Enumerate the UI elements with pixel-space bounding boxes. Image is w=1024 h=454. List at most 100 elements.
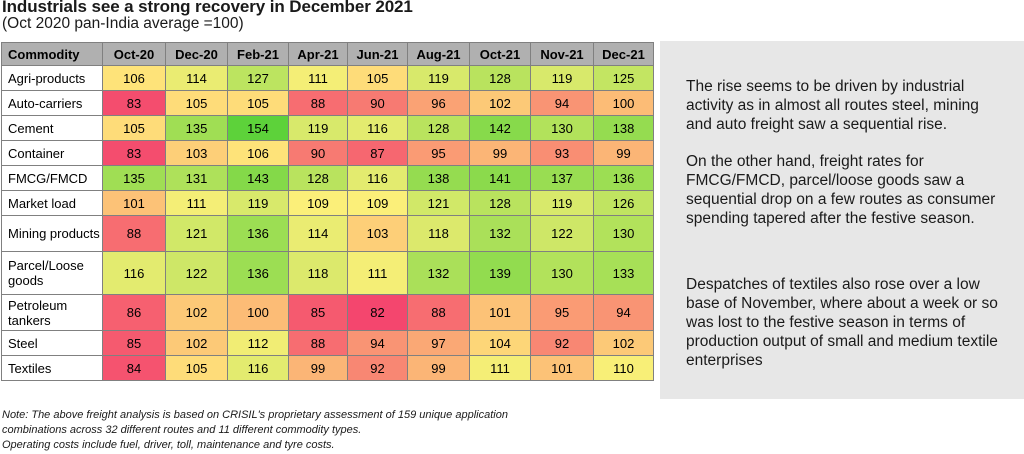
heatmap-cell: 85 <box>288 294 348 331</box>
row-label: Auto-carriers <box>1 90 103 116</box>
heatmap-cell: 104 <box>469 330 531 356</box>
column-header: Feb-21 <box>227 42 289 66</box>
heatmap-cell: 106 <box>227 140 289 166</box>
heatmap-cell: 130 <box>530 251 594 295</box>
heatmap-cell: 100 <box>227 294 289 331</box>
heatmap-cell: 119 <box>407 65 470 91</box>
commentary-paragraph: The rise seems to be driven by industria… <box>686 78 979 133</box>
heatmap-cell: 138 <box>407 165 470 191</box>
row-label: Steel <box>1 330 103 356</box>
heatmap-cell: 90 <box>288 140 348 166</box>
heatmap-cell: 119 <box>530 190 594 216</box>
row-label: Parcel/Loose goods <box>1 251 103 295</box>
heatmap-cell: 122 <box>530 215 594 252</box>
heatmap-cell: 85 <box>102 330 166 356</box>
heatmap-cell: 101 <box>530 355 594 381</box>
table-row: Market load 101 111 119 109 109 121 128 119 126 <box>1 190 654 216</box>
heatmap-cell: 87 <box>347 140 408 166</box>
column-header: Oct-20 <box>102 42 166 66</box>
column-header: Dec-20 <box>165 42 228 66</box>
heatmap-cell: 110 <box>593 355 654 381</box>
heatmap-cell: 121 <box>407 190 470 216</box>
heatmap-cell: 132 <box>469 215 531 252</box>
heatmap-cell: 116 <box>347 115 408 141</box>
heatmap-cell: 122 <box>165 251 228 295</box>
heatmap-cell: 94 <box>530 90 594 116</box>
heatmap-cell: 102 <box>469 90 531 116</box>
heatmap-cell: 88 <box>288 330 348 356</box>
heatmap-cell: 116 <box>227 355 289 381</box>
heatmap-cell: 111 <box>165 190 228 216</box>
heatmap-cell: 119 <box>530 65 594 91</box>
heatmap-body: Agri-products 106 114 127 111 105 119 128 119 125… <box>1 65 654 381</box>
heatmap-cell: 101 <box>469 294 531 331</box>
heatmap-cell: 137 <box>530 165 594 191</box>
column-header: Nov-21 <box>530 42 594 66</box>
heatmap-cell: 88 <box>407 294 470 331</box>
header-row: Commodity Oct-20 Dec-20 Feb-21 Apr-21 Ju… <box>1 42 654 66</box>
heatmap-cell: 93 <box>530 140 594 166</box>
heatmap-cell: 111 <box>469 355 531 381</box>
heatmap-cell: 119 <box>288 115 348 141</box>
heatmap-cell: 128 <box>469 65 531 91</box>
table-row: Textiles 84 105 116 99 92 99 111 101 110 <box>1 355 654 381</box>
heatmap-cell: 102 <box>165 330 228 356</box>
heatmap-cell: 99 <box>469 140 531 166</box>
heatmap-cell: 126 <box>593 190 654 216</box>
heatmap-cell: 97 <box>407 330 470 356</box>
heatmap-cell: 105 <box>165 355 228 381</box>
row-label: Agri-products <box>1 65 103 91</box>
column-header: Aug-21 <box>407 42 470 66</box>
heatmap-cell: 102 <box>593 330 654 356</box>
heatmap-cell: 114 <box>165 65 228 91</box>
heatmap-cell: 136 <box>593 165 654 191</box>
heatmap-cell: 102 <box>165 294 228 331</box>
heatmap-cell: 92 <box>530 330 594 356</box>
column-header: Jun-21 <box>347 42 408 66</box>
heatmap-cell: 136 <box>227 251 289 295</box>
heatmap-cell: 95 <box>530 294 594 331</box>
heatmap-cell: 103 <box>347 215 408 252</box>
heatmap-cell: 94 <box>593 294 654 331</box>
heatmap-cell: 100 <box>593 90 654 116</box>
commentary-paragraph: On the other hand, freight rates for FMC… <box>686 153 996 227</box>
heatmap-cell: 111 <box>347 251 408 295</box>
footnote: Note: The above freight analysis is base… <box>2 408 508 453</box>
heatmap-cell: 121 <box>165 215 228 252</box>
row-label: Container <box>1 140 103 166</box>
heatmap-cell: 135 <box>165 115 228 141</box>
heatmap-cell: 92 <box>347 355 408 381</box>
heatmap-cell: 118 <box>407 215 470 252</box>
heatmap-table: Commodity Oct-20 Dec-20 Feb-21 Apr-21 Ju… <box>1 42 654 381</box>
heatmap-cell: 118 <box>288 251 348 295</box>
table-row: Mining products 88 121 136 114 103 118 132 122 13… <box>1 215 654 252</box>
heatmap-cell: 112 <box>227 330 289 356</box>
heatmap-cell: 95 <box>407 140 470 166</box>
table-row: Cement 105 135 154 119 116 128 142 130 138 <box>1 115 654 141</box>
row-label: Cement <box>1 115 103 141</box>
heatmap-cell: 135 <box>102 165 166 191</box>
column-header-commodity: Commodity <box>1 42 103 66</box>
table-row: Petroleum tankers 86 102 100 85 82 88 101 95 94 <box>1 294 654 331</box>
heatmap-cell: 106 <box>102 65 166 91</box>
heatmap-cell: 88 <box>102 215 166 252</box>
heatmap-cell: 116 <box>102 251 166 295</box>
row-label: Market load <box>1 190 103 216</box>
heatmap-cell: 130 <box>530 115 594 141</box>
heatmap-cell: 99 <box>288 355 348 381</box>
row-label: Mining products <box>1 215 103 252</box>
heatmap-cell: 83 <box>102 90 166 116</box>
heatmap-cell: 109 <box>347 190 408 216</box>
heatmap-cell: 116 <box>347 165 408 191</box>
chart-title: Industrials see a strong recovery in Dec… <box>2 0 413 16</box>
heatmap-cell: 128 <box>288 165 348 191</box>
footnote-line: Operating costs include fuel, driver, to… <box>2 439 335 451</box>
column-header: Oct-21 <box>469 42 531 66</box>
heatmap-cell: 136 <box>227 215 289 252</box>
heatmap-cell: 141 <box>469 165 531 191</box>
heatmap-cell: 125 <box>593 65 654 91</box>
row-label: FMCG/FMCD <box>1 165 103 191</box>
heatmap-cell: 105 <box>227 90 289 116</box>
table-row: Container 83 103 106 90 87 95 99 93 99 <box>1 140 654 166</box>
footnote-line: combinations across 32 different routes … <box>2 424 362 436</box>
